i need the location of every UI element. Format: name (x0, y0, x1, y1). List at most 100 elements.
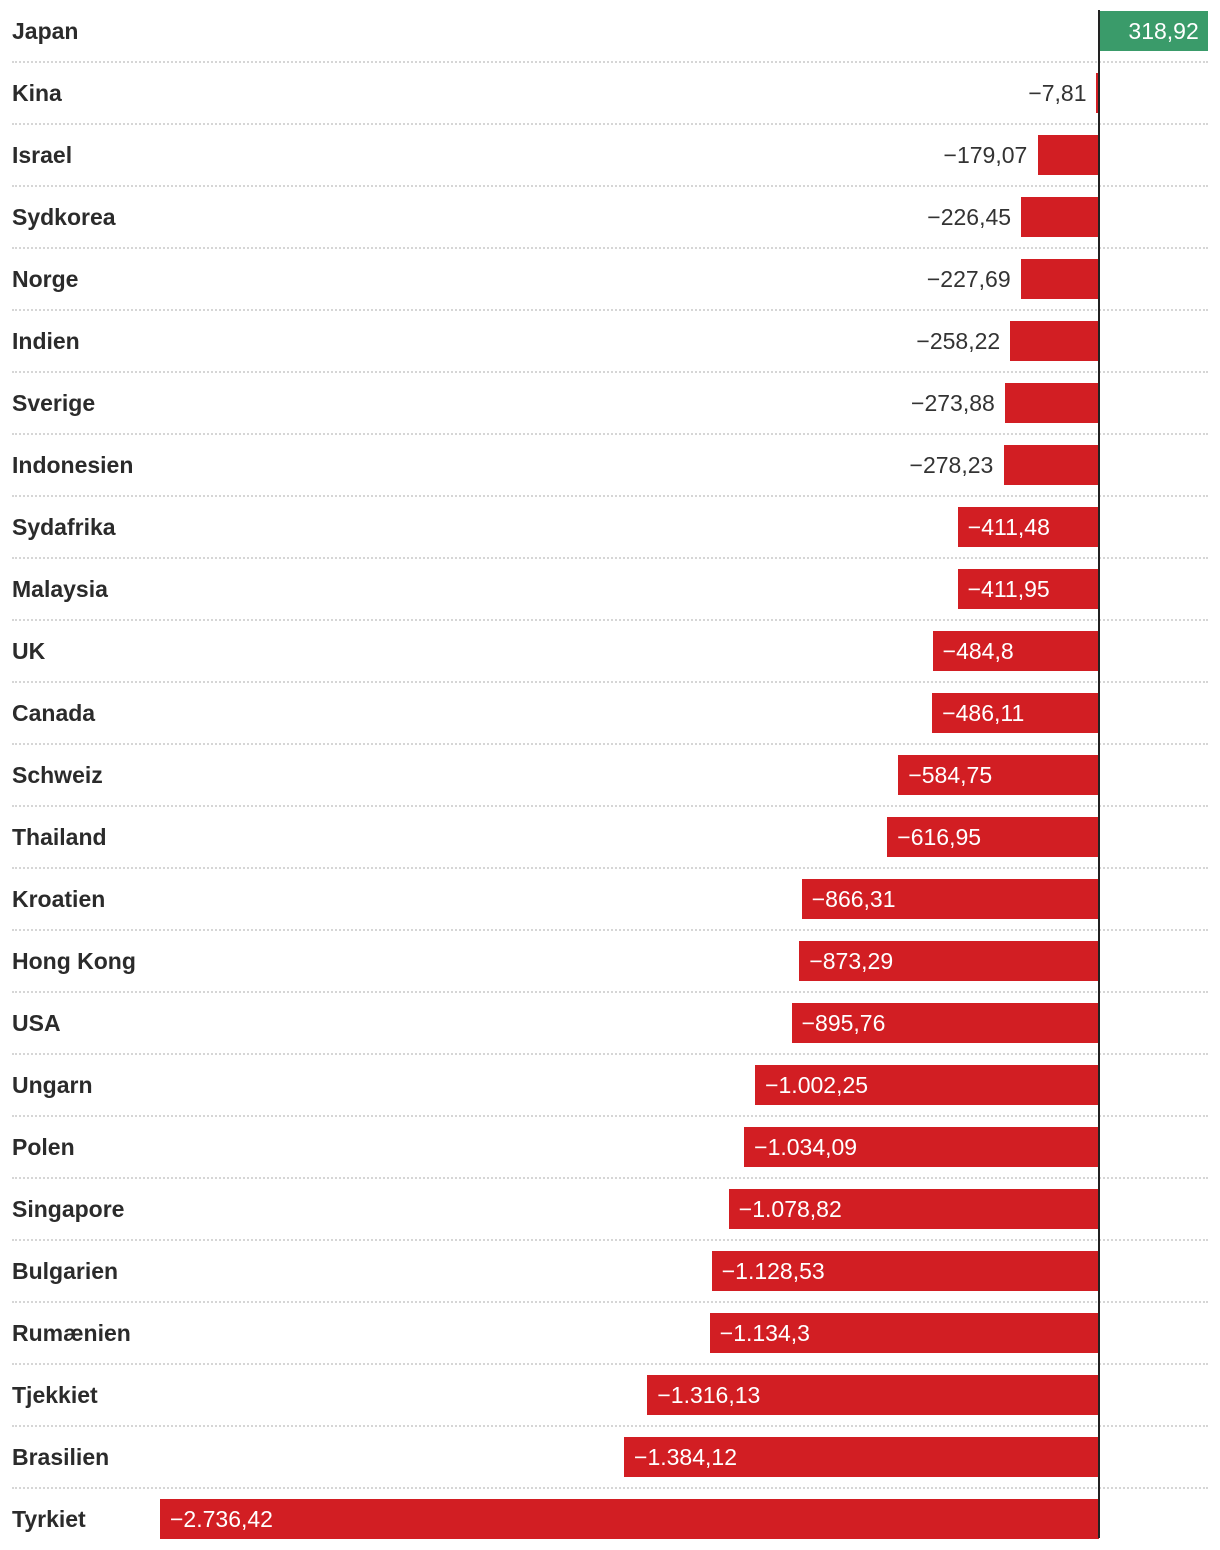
row-divider (12, 1425, 1208, 1427)
value-label: −1.384,12 (634, 1444, 737, 1470)
bar-row: Tyrkiet −2.736,42 (0, 1488, 1220, 1550)
bar-row: Thailand −616,95 (0, 806, 1220, 869)
row-divider (12, 557, 1208, 559)
value-label: −7,81 (1028, 80, 1087, 106)
row-divider (12, 1301, 1208, 1303)
bar (647, 1375, 1099, 1415)
bar (801, 879, 1099, 919)
category-label: Sydafrika (12, 514, 116, 540)
row-divider (12, 433, 1208, 435)
row-divider (12, 495, 1208, 497)
row-divider (12, 247, 1208, 249)
bar-row: Norge −227,69 (0, 248, 1220, 311)
category-label: Indien (12, 328, 80, 354)
bar (957, 569, 1099, 609)
value-label: −484,8 (942, 638, 1014, 664)
category-label: Thailand (12, 824, 107, 850)
bar-row: Indonesien −278,23 (0, 434, 1220, 497)
bar (160, 1499, 1099, 1539)
category-label: Japan (12, 18, 79, 44)
bar (744, 1127, 1099, 1167)
bar-row: Tjekkiet −1.316,13 (0, 1364, 1220, 1427)
value-label: −1.002,25 (765, 1072, 869, 1098)
row-divider (12, 991, 1208, 993)
row-divider (12, 743, 1208, 745)
value-label: −227,69 (926, 266, 1011, 292)
bar (1099, 11, 1209, 51)
value-label: −1.078,82 (738, 1196, 842, 1222)
row-divider (12, 371, 1208, 373)
row-divider (12, 867, 1208, 869)
category-label: Indonesien (12, 452, 134, 478)
category-label: Malaysia (12, 576, 108, 602)
category-label: Sverige (12, 390, 96, 416)
bar-row: UK −484,8 (0, 620, 1220, 683)
row-divider (12, 619, 1208, 621)
value-label: −486,11 (942, 700, 1025, 726)
bar (1010, 321, 1099, 361)
bar (887, 817, 1099, 857)
bar-row: Ungarn −1.002,25 (0, 1054, 1220, 1117)
value-label: −873,29 (809, 948, 894, 974)
value-label: 318,92 (1128, 18, 1199, 44)
value-label: −179,07 (943, 142, 1028, 168)
zero-axis-line (1098, 10, 1100, 1538)
category-label: Polen (12, 1134, 75, 1160)
category-label: Tjekkiet (12, 1382, 98, 1408)
row-divider (12, 1177, 1208, 1179)
category-label: Brasilien (12, 1444, 110, 1470)
bar (1037, 135, 1099, 175)
bar (624, 1437, 1099, 1477)
bar (1021, 197, 1099, 237)
row-divider (12, 309, 1208, 311)
bar-row: Brasilien −1.384,12 (0, 1426, 1220, 1489)
category-label: Israel (12, 142, 73, 168)
bar-row: Kroatien −866,31 (0, 868, 1220, 931)
bar (1096, 73, 1099, 113)
value-label: −258,22 (916, 328, 1001, 354)
category-label: Canada (12, 700, 96, 726)
value-label: −616,95 (897, 824, 982, 850)
bar (755, 1065, 1099, 1105)
category-label: Norge (12, 266, 79, 292)
bar (1020, 259, 1099, 299)
value-label: −226,45 (927, 204, 1012, 230)
bar-row: Sverige −273,88 (0, 372, 1220, 435)
bar-row: Schweiz −584,75 (0, 744, 1220, 807)
bar-row: Malaysia −411,95 (0, 558, 1220, 621)
bar (932, 693, 1099, 733)
row-divider (12, 185, 1208, 187)
row-divider (12, 805, 1208, 807)
bar (728, 1189, 1099, 1229)
value-label: −411,95 (967, 576, 1050, 602)
category-label: Ungarn (12, 1072, 93, 1098)
bar-row: Indien −258,22 (0, 310, 1220, 373)
bar (799, 941, 1099, 981)
bar (711, 1251, 1099, 1291)
bar-row: Israel −179,07 (0, 124, 1220, 187)
bar (1003, 445, 1099, 485)
category-label: Kina (12, 80, 62, 106)
category-label: Schweiz (12, 762, 103, 788)
row-divider (12, 1053, 1208, 1055)
value-label: −2.736,42 (170, 1506, 273, 1532)
category-label: Singapore (12, 1196, 125, 1222)
bar (791, 1003, 1099, 1043)
bar-row: USA −895,76 (0, 992, 1220, 1055)
category-label: Sydkorea (12, 204, 116, 230)
row-divider (12, 681, 1208, 683)
value-label: −1.134,3 (719, 1320, 810, 1346)
bar-row: Sydkorea −226,45 (0, 186, 1220, 249)
row-divider (12, 61, 1208, 63)
category-label: Rumænien (12, 1320, 131, 1346)
category-label: Kroatien (12, 886, 106, 912)
value-label: −1.316,13 (657, 1382, 761, 1408)
value-label: −866,31 (811, 886, 896, 912)
bar-row: Rumænien −1.134,3 (0, 1302, 1220, 1365)
bar (957, 507, 1099, 547)
bar (1005, 383, 1099, 423)
bar-row: Japan 318,92 (0, 0, 1220, 63)
category-label: Tyrkiet (12, 1506, 86, 1532)
bar (709, 1313, 1099, 1353)
